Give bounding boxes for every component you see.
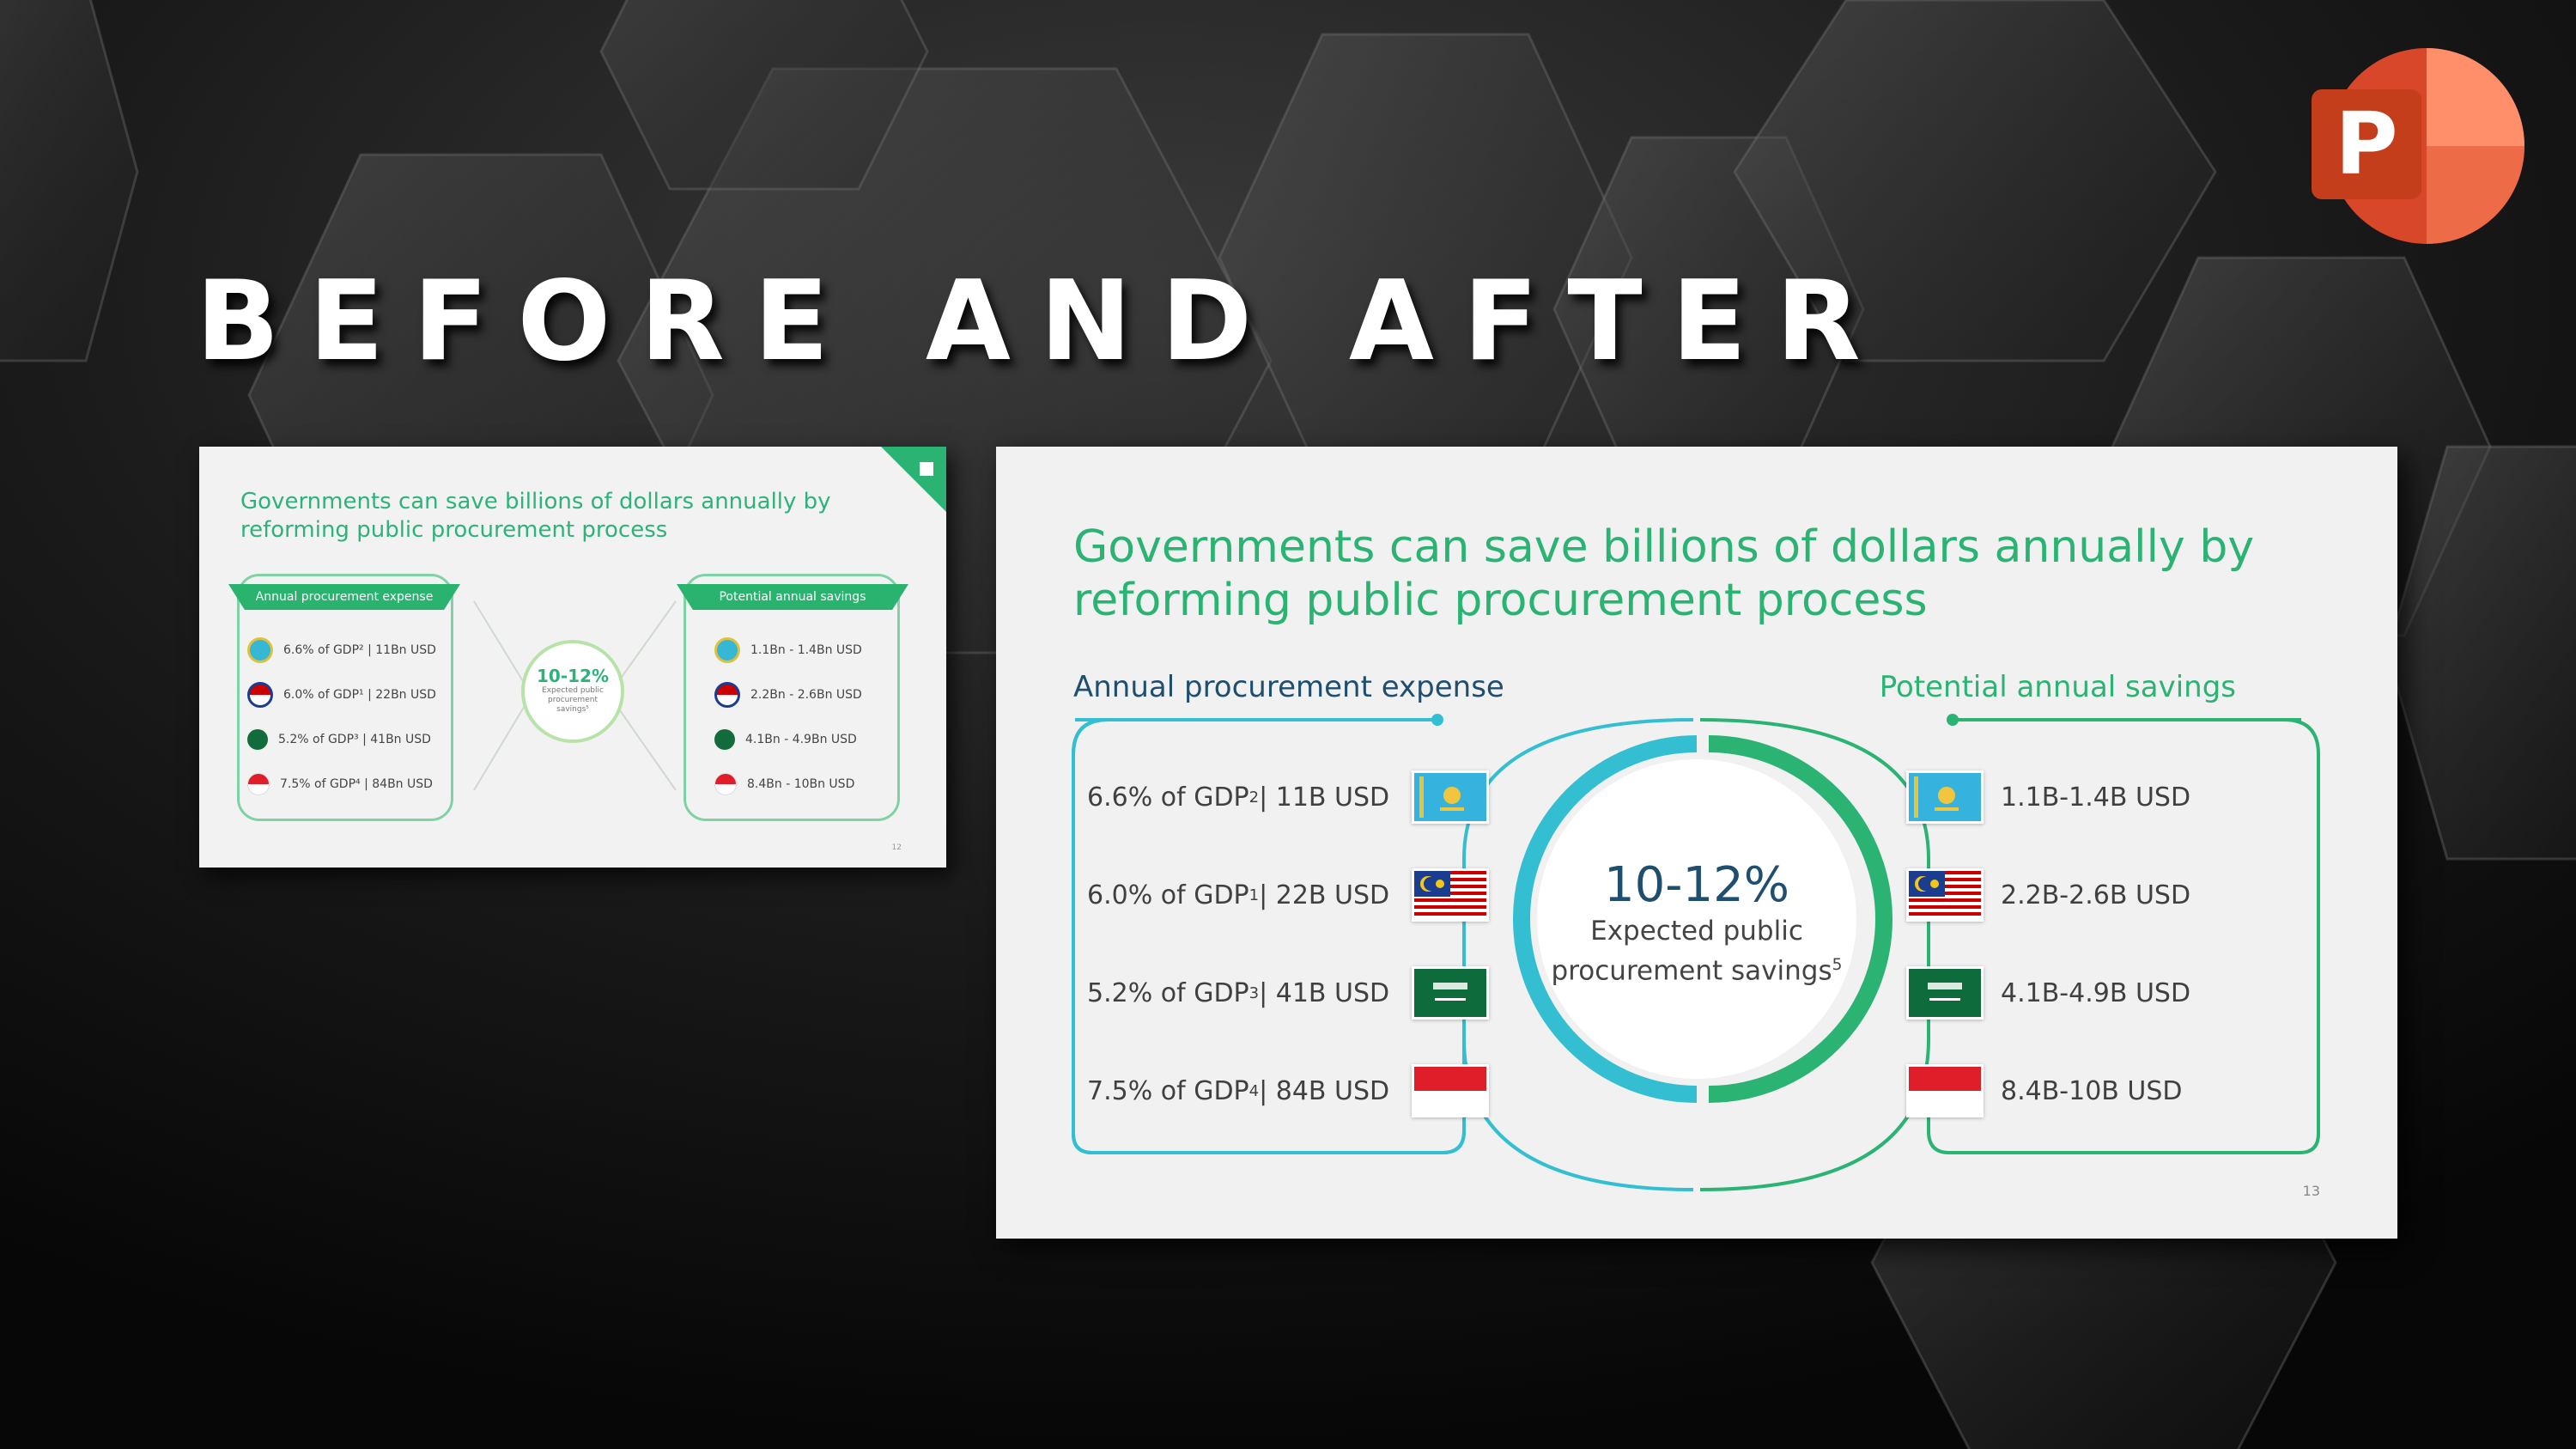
before-slide-title: Governments can save billions of dollars… [240, 489, 831, 543]
list-item: 8.4Bn - 10Bn USD [714, 773, 854, 795]
list-item: 1.1Bn - 1.4Bn USD [714, 637, 862, 663]
list-item: 7.5% of GDP⁴ | 84Bn USD [247, 773, 433, 795]
list-item: 6.0% of GDP 1 | 22B USD [1087, 868, 1490, 922]
center-label-line-1: Expected public [1590, 916, 1803, 947]
right-heading: Potential annual savings [1879, 670, 2236, 704]
indonesia-flag-icon [247, 773, 270, 795]
before-center-label: Expected public procurement savings⁵ [542, 686, 604, 714]
donut-right-arc [1708, 735, 1893, 1103]
page-title: BEFORE AND AFTER [196, 258, 1890, 386]
list-item: 6.6% of GDP 2 | 11B USD [1087, 770, 1490, 824]
before-center-circle: 10-12% Expected public procurement savin… [521, 640, 624, 743]
saudi-arabia-flag-icon [1906, 966, 1984, 1020]
center-callout: 10-12% Expected public procurement savin… [1546, 857, 1848, 988]
donut-center [1537, 759, 1856, 1079]
donut-left-arc [1513, 735, 1698, 1103]
center-label-line-2: procurement savings5 [1551, 955, 1843, 987]
list-item: 2.2Bn - 2.6Bn USD [714, 682, 862, 708]
list-item: 2.2B-2.6B USD [1906, 868, 2190, 922]
list-item: 8.4B-10B USD [1906, 1064, 2183, 1117]
before-page-number: 12 [891, 843, 902, 852]
malaysia-flag-icon [247, 682, 273, 708]
before-right-tab: Potential annual savings [677, 584, 908, 610]
kazakhstan-flag-icon [247, 637, 273, 663]
malaysia-flag-icon [1412, 868, 1490, 922]
before-slide-thumbnail: Governments can save billions of dollars… [199, 447, 946, 868]
after-slide: Governments can save billions of dollars… [996, 447, 2397, 1239]
list-item: 6.6% of GDP² | 11Bn USD [247, 637, 436, 663]
powerpoint-logo-icon: P [2312, 48, 2524, 244]
list-item: 7.5% of GDP 4 | 84B USD [1087, 1064, 1490, 1117]
left-heading: Annual procurement expense [1073, 670, 1504, 704]
svg-text:P: P [2335, 94, 2397, 194]
before-connector-lines [473, 600, 677, 791]
after-frame-lines [1072, 714, 2320, 1191]
list-item: 5.2% of GDP³ | 41Bn USD [247, 728, 431, 751]
malaysia-flag-icon [1906, 868, 1984, 922]
list-item: 5.2% of GDP 3 | 41B USD [1087, 966, 1490, 1020]
center-percentage: 10-12% [1604, 857, 1789, 913]
indonesia-flag-icon [714, 773, 737, 795]
before-left-panel [237, 574, 453, 821]
list-item: 4.1B-4.9B USD [1906, 966, 2190, 1020]
corner-badge-icon [881, 447, 946, 512]
left-heading-dot [1431, 714, 1443, 726]
list-item: 1.1B-1.4B USD [1906, 770, 2190, 824]
list-item: 6.0% of GDP¹ | 22Bn USD [247, 682, 436, 708]
before-right-panel [683, 574, 900, 821]
saudi-arabia-flag-icon [714, 729, 735, 750]
indonesia-flag-icon [1412, 1064, 1490, 1117]
kazakhstan-flag-icon [1906, 770, 1984, 824]
kazakhstan-flag-icon [1412, 770, 1490, 824]
kazakhstan-flag-icon [714, 637, 740, 663]
saudi-arabia-flag-icon [1412, 966, 1490, 1020]
saudi-arabia-flag-icon [247, 729, 268, 750]
indonesia-flag-icon [1906, 1064, 1984, 1117]
after-slide-title: Governments can save billions of dollars… [1073, 521, 2255, 626]
malaysia-flag-icon [714, 682, 740, 708]
list-item: 4.1Bn - 4.9Bn USD [714, 728, 857, 751]
before-left-tab: Annual procurement expense [228, 584, 460, 610]
right-heading-dot [1947, 714, 1959, 726]
after-page-number: 13 [2302, 1183, 2320, 1199]
before-center-percentage: 10-12% [536, 666, 609, 686]
